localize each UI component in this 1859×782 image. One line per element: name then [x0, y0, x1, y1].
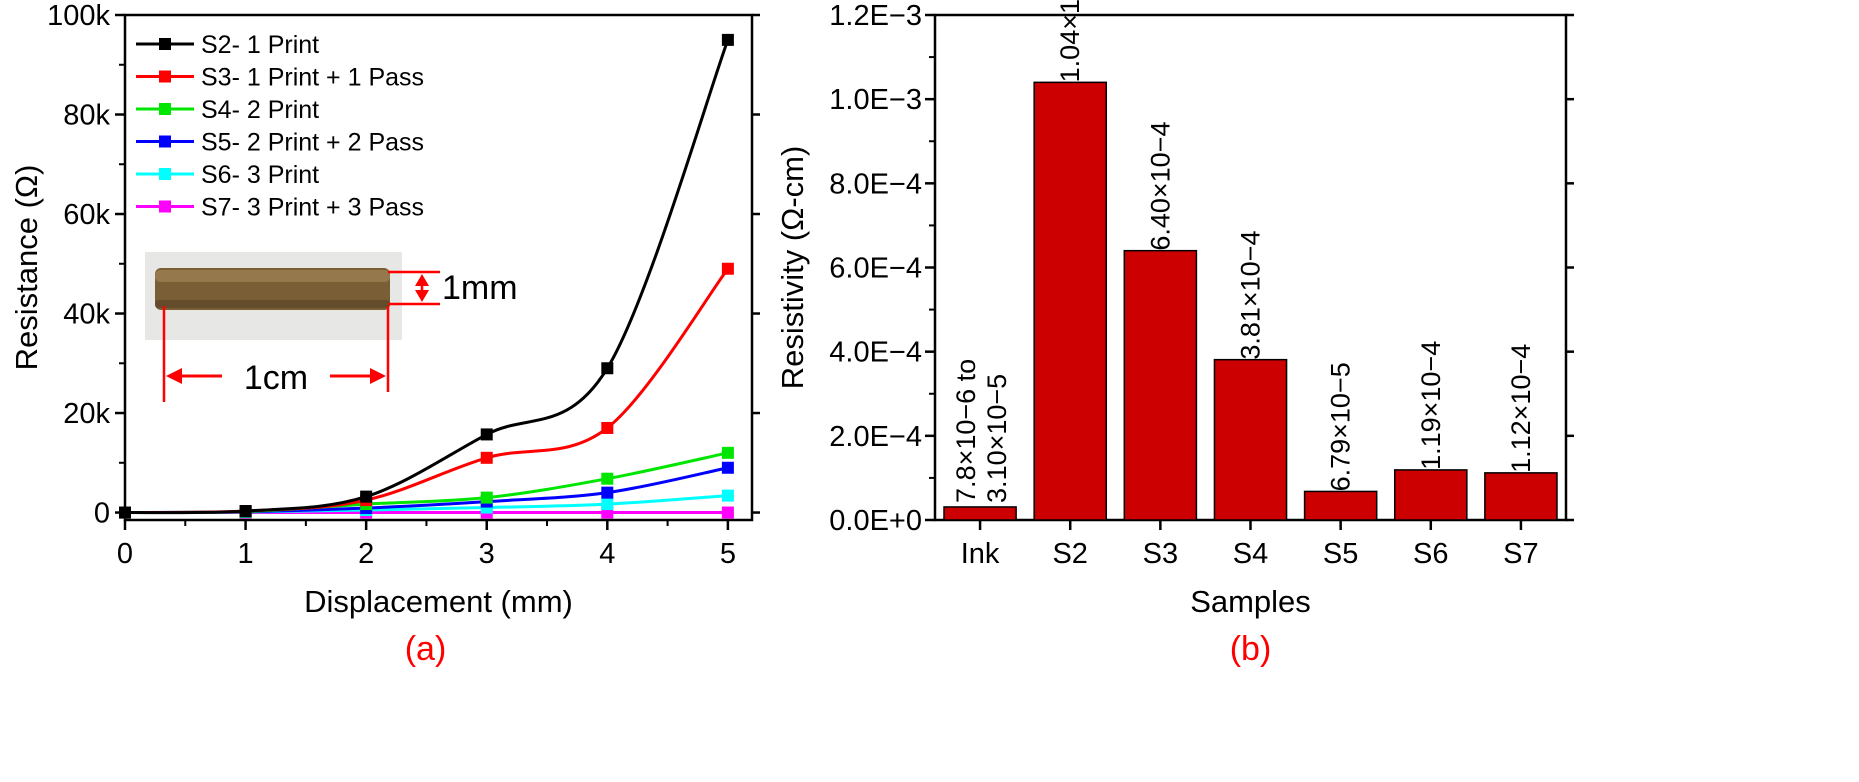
bar-ink	[943, 506, 1017, 521]
bar-s7	[1484, 472, 1558, 521]
y-tick-label: 0.0E+0	[829, 505, 922, 537]
x-tick-label: S5	[1323, 538, 1358, 570]
inset-photo-annotation: 1cm 1mm	[145, 252, 518, 402]
y-tick-label: 40k	[63, 299, 110, 331]
data-point	[601, 362, 614, 375]
panel-label-b: (b)	[1230, 630, 1272, 668]
x-tick-label: S3	[1143, 538, 1178, 570]
x-axis-label: Displacement (mm)	[304, 584, 573, 619]
x-axis-label: Samples	[1190, 584, 1311, 619]
bar-s5	[1303, 490, 1378, 521]
y-tick-label: 20k	[63, 398, 110, 430]
data-point	[601, 421, 614, 434]
x-tick-label: 1	[238, 538, 254, 570]
bar-data-label: 1.04×10−3	[1055, 0, 1085, 82]
series-1	[119, 33, 734, 519]
legend-label: S4- 2 Print	[201, 96, 319, 124]
dim-arrowhead-down	[415, 290, 429, 302]
x-tick-label: S7	[1503, 538, 1538, 570]
y-tick-label: 4.0E−4	[829, 337, 922, 369]
bar-s2	[1033, 81, 1108, 521]
strip-highlight	[155, 270, 390, 282]
legend: S2- 1 Print S3- 1 Print + 1 Pass S4- 2 Pri…	[136, 31, 424, 222]
strip-shadow	[155, 300, 390, 308]
y-axis-label: Resistivity (Ω-cm)	[775, 146, 810, 390]
x-tick-label: 3	[479, 538, 495, 570]
width-dimension-label: 1cm	[244, 359, 308, 397]
legend-marker	[159, 135, 171, 148]
dim-arrowhead-up	[415, 274, 429, 286]
series-line	[124, 466, 729, 515]
data-point	[721, 262, 734, 275]
legend-label: S2- 1 Print	[201, 31, 319, 59]
legend-marker	[159, 168, 171, 180]
y-tick-label: 8.0E−4	[829, 168, 922, 200]
legend-marker	[159, 38, 171, 50]
x-tick-label: 0	[117, 538, 133, 570]
data-point	[601, 498, 614, 511]
data-point	[721, 506, 734, 519]
bar-data-label: 1.19×10−4	[1416, 341, 1446, 470]
panel-b-bar-chart: 0.0E+0 2.0E−4 4.0E−4 6.0E−4 8.0E−4 1.0E−3 1.2E…	[775, 0, 1574, 668]
bar-data-label: 1.12×10−4	[1506, 344, 1536, 473]
bar-data-label: 6.79×10−5	[1326, 362, 1356, 491]
x-tick-label: 5	[720, 538, 736, 570]
x-tick-label: 4	[599, 538, 615, 570]
bar-data-label: 6.40×10−4	[1145, 122, 1175, 251]
data-point	[721, 489, 734, 502]
legend-marker	[159, 70, 171, 83]
data-point	[601, 472, 614, 485]
data-point	[601, 486, 614, 499]
y-tick-label: 0	[94, 498, 110, 530]
dim-arrowhead-right	[370, 368, 386, 384]
legend-label: S3- 1 Print + 1 Pass	[201, 64, 424, 92]
data-point	[480, 451, 493, 464]
legend-label: S6- 3 Print	[201, 161, 319, 189]
data-point	[480, 428, 493, 441]
y-tick-label: 100k	[47, 0, 110, 32]
data-point	[239, 505, 252, 518]
y-axis-label: Resistance (Ω)	[9, 165, 44, 371]
legend-label: S5- 2 Print + 2 Pass	[201, 129, 424, 157]
x-tick-label: S6	[1413, 538, 1448, 570]
panel-a-line-chart: 0 1 2 3 4 5 0 20k 40k 60k 80k 100k Displacement (mm)…	[9, 0, 760, 668]
bar-data-label: 3.81×10−4	[1236, 231, 1266, 360]
data-point	[480, 491, 493, 504]
y-tick-label: 1.0E−3	[829, 84, 922, 116]
legend-marker	[159, 103, 171, 115]
x-tick-label: Ink	[961, 538, 1000, 570]
data-point	[721, 33, 734, 46]
data-point	[721, 461, 734, 474]
y-tick-label: 2.0E−4	[829, 421, 922, 453]
y-tick-label: 80k	[63, 100, 110, 132]
bar-s4	[1213, 358, 1288, 521]
bar-data-label: 7.8×10−6 to	[951, 359, 981, 503]
data-point	[721, 446, 734, 459]
x-tick-label: S4	[1233, 538, 1268, 570]
y-tick-label: 60k	[63, 199, 110, 231]
data-point	[360, 490, 373, 503]
legend-marker	[159, 200, 171, 213]
x-tick-label: S2	[1052, 538, 1087, 570]
data-point	[119, 506, 131, 519]
y-tick-label: 6.0E−4	[829, 253, 922, 285]
panel-label-a: (a)	[405, 630, 447, 668]
dim-arrowhead-left	[166, 368, 182, 384]
plot-frame	[123, 13, 754, 522]
bar-s6	[1393, 469, 1468, 521]
y-tick-label: 1.2E−3	[829, 0, 922, 32]
x-tick-label: 2	[358, 538, 374, 570]
bar-data-label: 3.10×10−5	[982, 374, 1012, 503]
legend-label: S7- 3 Print + 3 Pass	[201, 194, 424, 222]
bar-s3	[1123, 249, 1198, 521]
height-dimension-label: 1mm	[442, 269, 518, 307]
